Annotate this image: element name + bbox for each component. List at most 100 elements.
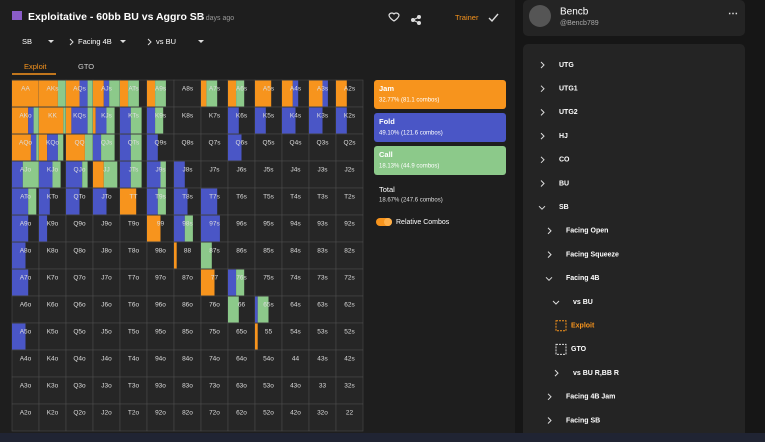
hand-cell[interactable] <box>173 79 202 108</box>
hand-cell[interactable] <box>146 403 175 432</box>
hand-cell[interactable] <box>308 160 337 189</box>
hand-cell[interactable] <box>200 160 229 189</box>
filter-dropdown[interactable]: vs BU <box>156 37 176 46</box>
hand-cell[interactable] <box>92 241 121 270</box>
hand-cell[interactable] <box>308 295 337 324</box>
hand-cell[interactable] <box>254 403 283 432</box>
hand-cell[interactable] <box>38 349 67 378</box>
hand-cell[interactable] <box>281 160 310 189</box>
hand-cell[interactable] <box>227 349 256 378</box>
hand-cell[interactable] <box>146 322 175 351</box>
hand-cell[interactable] <box>173 241 202 270</box>
hand-cell[interactable] <box>254 160 283 189</box>
hand-cell[interactable] <box>335 241 364 270</box>
hand-cell[interactable] <box>92 322 121 351</box>
hand-cell[interactable] <box>308 187 337 216</box>
filter-dropdown[interactable]: SB <box>22 37 32 46</box>
hand-cell[interactable] <box>200 295 229 324</box>
hand-cell[interactable] <box>11 295 40 324</box>
favorite-button[interactable] <box>388 12 400 22</box>
hand-cell[interactable] <box>227 160 256 189</box>
hand-cell[interactable] <box>254 376 283 405</box>
hand-cell[interactable] <box>308 241 337 270</box>
hand-cell[interactable] <box>119 403 148 432</box>
hand-cell[interactable] <box>173 349 202 378</box>
hand-cell[interactable] <box>92 349 121 378</box>
hand-cell[interactable] <box>281 214 310 243</box>
hand-cell[interactable] <box>281 268 310 297</box>
hand-cell[interactable] <box>146 376 175 405</box>
hand-cell[interactable] <box>200 106 229 135</box>
hand-cell[interactable] <box>227 376 256 405</box>
hand-cell[interactable] <box>254 349 283 378</box>
hand-cell[interactable] <box>281 403 310 432</box>
hand-cell[interactable] <box>38 295 67 324</box>
hand-cell[interactable] <box>119 349 148 378</box>
hand-cell[interactable] <box>308 133 337 162</box>
tree-item[interactable]: GTO <box>571 346 587 353</box>
hand-cell[interactable] <box>38 322 67 351</box>
hand-cell[interactable] <box>146 349 175 378</box>
tree-item[interactable]: Facing 4B Jam <box>566 394 615 401</box>
hand-cell[interactable] <box>65 403 94 432</box>
hand-cell[interactable] <box>200 376 229 405</box>
hand-cell[interactable] <box>119 295 148 324</box>
hand-cell[interactable] <box>92 376 121 405</box>
hand-cell[interactable] <box>11 349 40 378</box>
hand-cell[interactable] <box>173 403 202 432</box>
hand-cell[interactable] <box>227 241 256 270</box>
hand-cell[interactable] <box>65 376 94 405</box>
hand-cell[interactable] <box>119 214 148 243</box>
hand-cell[interactable] <box>173 376 202 405</box>
hand-cell[interactable] <box>281 241 310 270</box>
hand-cell[interactable] <box>65 214 94 243</box>
hand-cell[interactable] <box>335 187 364 216</box>
hand-cell[interactable] <box>119 322 148 351</box>
hand-cell[interactable] <box>281 349 310 378</box>
hand-cell[interactable] <box>200 322 229 351</box>
tab[interactable]: Exploit <box>24 62 47 71</box>
hand-cell[interactable] <box>308 349 337 378</box>
hand-cell[interactable] <box>200 133 229 162</box>
hand-cell[interactable] <box>38 268 67 297</box>
hand-cell[interactable] <box>65 268 94 297</box>
hand-cell[interactable] <box>281 322 310 351</box>
hand-cell[interactable] <box>308 322 337 351</box>
hand-cell[interactable] <box>308 214 337 243</box>
hand-cell[interactable] <box>38 241 67 270</box>
confirm-button[interactable] <box>488 13 499 23</box>
hand-cell[interactable] <box>119 268 148 297</box>
tree-item[interactable]: UTG1 <box>559 86 578 93</box>
hand-cell[interactable] <box>335 376 364 405</box>
hand-cell[interactable] <box>173 268 202 297</box>
hand-cell[interactable] <box>281 376 310 405</box>
hand-cell[interactable] <box>119 376 148 405</box>
hand-cell[interactable] <box>65 295 94 324</box>
hand-cell[interactable] <box>335 133 364 162</box>
hand-cell[interactable] <box>173 106 202 135</box>
trainer-button[interactable]: Trainer <box>455 13 479 22</box>
tree-item[interactable]: SB <box>559 204 569 211</box>
hand-cell[interactable] <box>11 403 40 432</box>
hand-cell[interactable] <box>335 322 364 351</box>
hand-cell[interactable] <box>281 295 310 324</box>
hand-cell[interactable] <box>308 403 337 432</box>
hand-cell[interactable] <box>308 268 337 297</box>
tree-item[interactable]: HJ <box>559 133 568 140</box>
hand-cell[interactable] <box>173 295 202 324</box>
hand-cell[interactable] <box>173 133 202 162</box>
hand-cell[interactable] <box>254 268 283 297</box>
hand-cell[interactable] <box>335 160 364 189</box>
hand-cell[interactable] <box>92 295 121 324</box>
tree-item[interactable]: UTG2 <box>559 109 578 116</box>
hand-cell[interactable] <box>200 403 229 432</box>
hand-cell[interactable] <box>200 349 229 378</box>
hand-cell[interactable] <box>227 187 256 216</box>
hand-cell[interactable] <box>335 268 364 297</box>
hand-cell[interactable] <box>227 214 256 243</box>
tree-item[interactable]: Facing Open <box>566 228 608 235</box>
tree-item[interactable]: vs BU <box>573 299 593 306</box>
hand-cell[interactable] <box>65 349 94 378</box>
hand-cell[interactable] <box>254 133 283 162</box>
tree-item[interactable]: Facing SB <box>566 417 600 424</box>
